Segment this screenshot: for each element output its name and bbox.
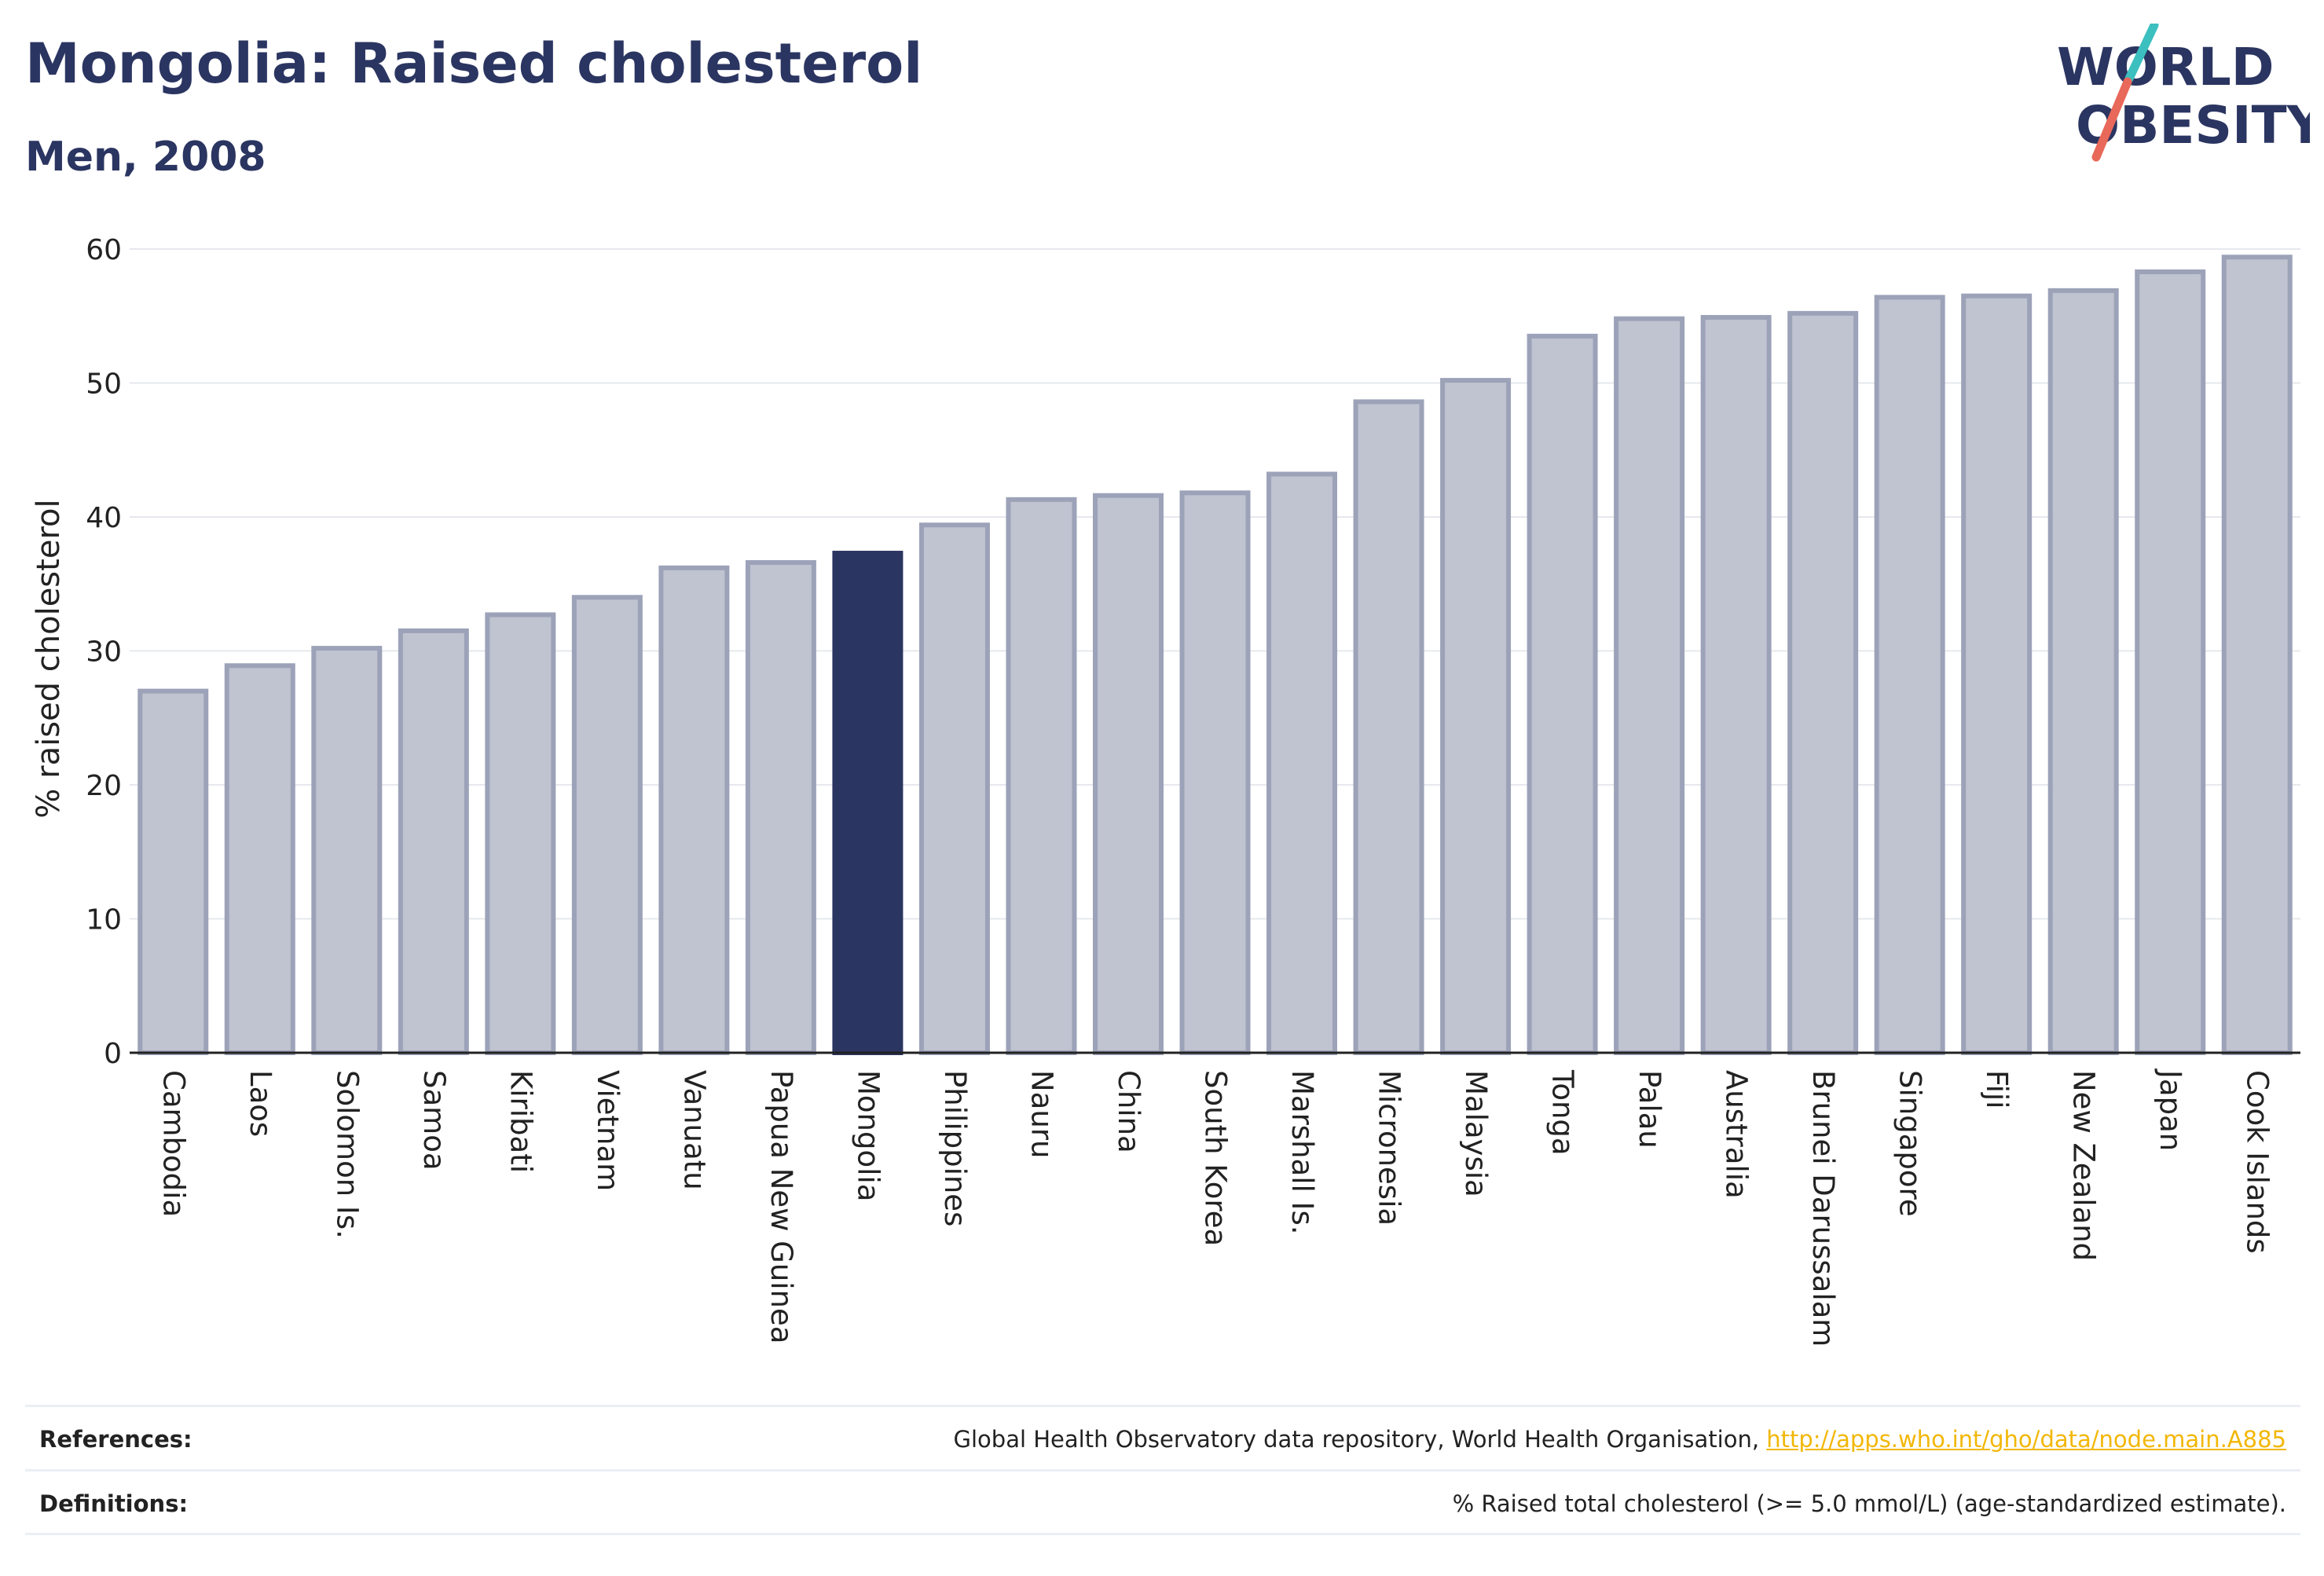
x-tick-label: Samoa — [417, 1070, 451, 1171]
y-tick-label: 60 — [86, 234, 122, 266]
x-tick-label: Solomon Is. — [330, 1070, 364, 1239]
x-tick-label: Japan — [2154, 1068, 2187, 1151]
bar-australia — [1700, 314, 1772, 1055]
x-tick-label: Fiji — [1980, 1070, 2014, 1109]
x-tick-label: Cook Islands — [2241, 1070, 2275, 1254]
bar-fiji — [1961, 293, 2033, 1056]
bar-brunei-darussalam — [1787, 310, 1859, 1055]
bar-solomon-is — [311, 646, 383, 1055]
x-tick-label: Malaysia — [1459, 1070, 1493, 1197]
y-axis-ticks: 0 10 20 30 40 50 60 — [86, 234, 122, 1070]
x-tick-label: Marshall Is. — [1285, 1070, 1319, 1234]
bar-mongolia — [832, 551, 904, 1056]
bar-vietnam — [571, 595, 643, 1055]
bar-philippines — [918, 522, 990, 1056]
x-tick-label: Kiribati — [504, 1070, 537, 1173]
bars — [137, 255, 2293, 1056]
bar-new-zealand — [2047, 288, 2119, 1056]
y-tick-label: 10 — [86, 904, 122, 936]
bar-cook-islands — [2221, 255, 2293, 1056]
bar-singapore — [1874, 295, 1945, 1055]
x-tick-label: China — [1112, 1070, 1146, 1153]
y-tick-label: 30 — [86, 636, 122, 669]
x-tick-label: Vietnam — [591, 1070, 625, 1191]
x-tick-label: Palau — [1633, 1070, 1666, 1149]
world-obesity-logo: WORLD OBESITY — [2057, 24, 2310, 162]
bar-kiribati — [485, 612, 556, 1055]
bar-vanuatu — [658, 565, 730, 1056]
x-tick-label: Australia — [1720, 1070, 1754, 1199]
x-axis-ticks: Cambodia Laos Solomon Is. Samoa Kiribati Viet… — [156, 1068, 2274, 1347]
x-tick-label: Tonga — [1546, 1069, 1580, 1156]
bar-chart: 0 10 20 30 40 50 60 Cambodia Laos Solomon Is. Sam… — [31, 234, 2300, 1347]
x-tick-label: Nauru — [1025, 1070, 1058, 1158]
bar-cambodia — [137, 688, 209, 1056]
chart-title: Mongolia: Raised cholesterol — [25, 31, 923, 96]
references-row: References: Global Health Observatory da… — [25, 1405, 2300, 1470]
y-axis-title: % raised cholesterol — [31, 499, 67, 818]
x-tick-label: Philippines — [938, 1070, 972, 1226]
bar-south-korea — [1179, 490, 1251, 1055]
x-tick-label: South Korea — [1199, 1070, 1233, 1246]
logo-line-1: WORLD — [2057, 37, 2275, 97]
definitions-value: % Raised total cholesterol (>= 5.0 mmol/… — [1452, 1490, 2286, 1517]
x-tick-label: Laos — [244, 1070, 277, 1137]
x-tick-label: Singapore — [1893, 1070, 1927, 1217]
x-tick-label: Vanuatu — [677, 1070, 711, 1190]
bar-tonga — [1527, 333, 1598, 1055]
definitions-label: Definitions: — [39, 1490, 189, 1517]
y-tick-label: 0 — [104, 1038, 122, 1070]
x-tick-label: New Zealand — [2067, 1070, 2101, 1261]
x-tick-label: Micronesia — [1373, 1070, 1406, 1226]
logo-slash-bottom — [2091, 77, 2132, 162]
x-tick-label: Mongolia — [851, 1070, 885, 1201]
bar-malaysia — [1440, 378, 1512, 1055]
references-link[interactable]: http://apps.who.int/gho/data/node.main.A… — [1766, 1426, 2286, 1453]
bar-palau — [1614, 316, 1685, 1056]
bar-japan — [2135, 269, 2206, 1056]
bar-papua-new-guinea — [745, 559, 816, 1056]
bar-micronesia — [1353, 399, 1424, 1055]
y-tick-label: 20 — [86, 770, 122, 802]
bar-china — [1092, 493, 1164, 1056]
footer-divider — [25, 1533, 2300, 1535]
y-tick-label: 40 — [86, 502, 122, 534]
chart-subtitle: Men, 2008 — [25, 134, 266, 181]
bar-laos — [224, 663, 295, 1055]
references-label: References: — [39, 1426, 192, 1453]
references-text: Global Health Observatory data repositor… — [953, 1426, 1767, 1453]
logo-slash-top — [2124, 24, 2159, 83]
x-tick-label: Cambodia — [156, 1070, 190, 1217]
bar-samoa — [398, 628, 469, 1055]
x-tick-label: Brunei Darussalam — [1806, 1070, 1840, 1347]
y-tick-label: 50 — [86, 368, 122, 401]
bar-nauru — [1006, 497, 1077, 1055]
definitions-row: Definitions: % Raised total cholesterol … — [25, 1469, 2300, 1534]
references-value: Global Health Observatory data repositor… — [954, 1426, 2286, 1453]
x-tick-label: Papua New Guinea — [764, 1070, 798, 1343]
bar-marshall-is — [1266, 471, 1338, 1055]
